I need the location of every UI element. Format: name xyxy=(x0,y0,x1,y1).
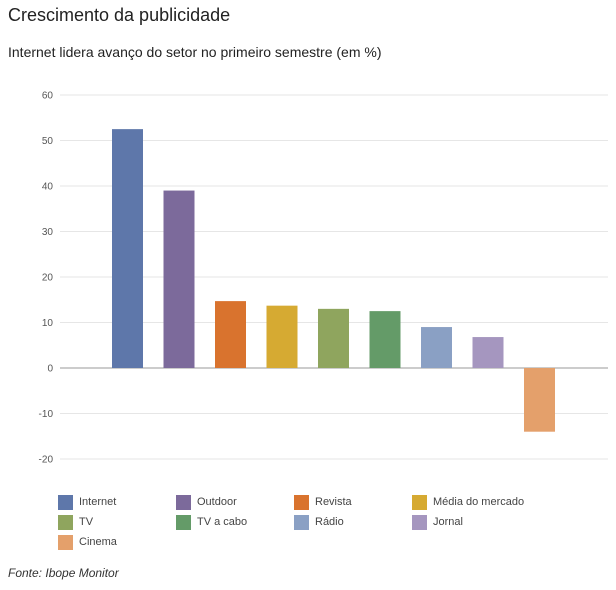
legend-item[interactable]: Outdoor xyxy=(176,494,237,510)
legend-label: Internet xyxy=(79,496,117,508)
bar-jornal[interactable] xyxy=(472,337,504,368)
legend-item[interactable]: Internet xyxy=(58,494,116,510)
legend-item[interactable]: Média do mercado xyxy=(412,494,524,510)
y-tick-label: 30 xyxy=(42,227,54,238)
legend-swatch xyxy=(294,494,309,510)
bar-internet[interactable] xyxy=(112,129,143,368)
legend-item[interactable]: Jornal xyxy=(412,514,463,530)
bar-chart: 60 50 40 30 20 10 0 -10 -20 xyxy=(39,91,608,466)
legend-label: TV xyxy=(79,516,94,528)
legend-swatch xyxy=(412,514,427,530)
legend-swatch xyxy=(58,534,73,550)
legend-label: Rádio xyxy=(315,516,344,528)
legend-swatch xyxy=(294,514,309,530)
legend-item[interactable]: Revista xyxy=(294,494,352,510)
y-tick-label: 40 xyxy=(42,182,54,193)
legend-swatch xyxy=(412,494,427,510)
legend-swatch xyxy=(58,514,73,530)
legend-label: Média do mercado xyxy=(433,496,525,508)
legend-item[interactable]: TV xyxy=(58,514,93,530)
bar-revista[interactable] xyxy=(215,301,246,368)
legend-item[interactable]: TV a cabo xyxy=(176,514,247,530)
bar-tv[interactable] xyxy=(318,308,349,368)
y-tick-label: 20 xyxy=(42,273,54,284)
y-tick-label: -10 xyxy=(39,409,54,420)
legend-label: Jornal xyxy=(433,516,463,528)
legend-item[interactable]: Rádio xyxy=(294,514,344,530)
bar-outdoor[interactable] xyxy=(163,190,195,368)
legend-item[interactable]: Cinema xyxy=(58,534,117,550)
y-tick-label: 60 xyxy=(42,91,54,102)
bar-m-dia-do-mercado[interactable] xyxy=(266,305,298,368)
bar-r-dio[interactable] xyxy=(421,327,452,368)
legend-label: Revista xyxy=(315,496,352,508)
source-note: Fonte: Ibope Monitor xyxy=(8,566,119,580)
chart-subtitle: Internet lidera avanço do setor no prime… xyxy=(8,44,382,60)
y-tick-label: -20 xyxy=(39,455,54,466)
chart-title: Crescimento da publicidade xyxy=(8,5,231,25)
legend-swatch xyxy=(176,494,191,510)
bar-tv-a-cabo[interactable] xyxy=(369,311,401,368)
legend-label: Cinema xyxy=(79,536,117,548)
y-tick-label: 50 xyxy=(42,136,54,147)
legend-label: TV a cabo xyxy=(197,516,248,528)
y-tick-label: 0 xyxy=(47,364,53,375)
legend-label: Outdoor xyxy=(197,496,237,508)
y-tick-label: 10 xyxy=(42,318,54,329)
legend-swatch xyxy=(176,514,191,530)
legend-swatch xyxy=(58,494,73,510)
bar-cinema[interactable] xyxy=(524,368,555,432)
